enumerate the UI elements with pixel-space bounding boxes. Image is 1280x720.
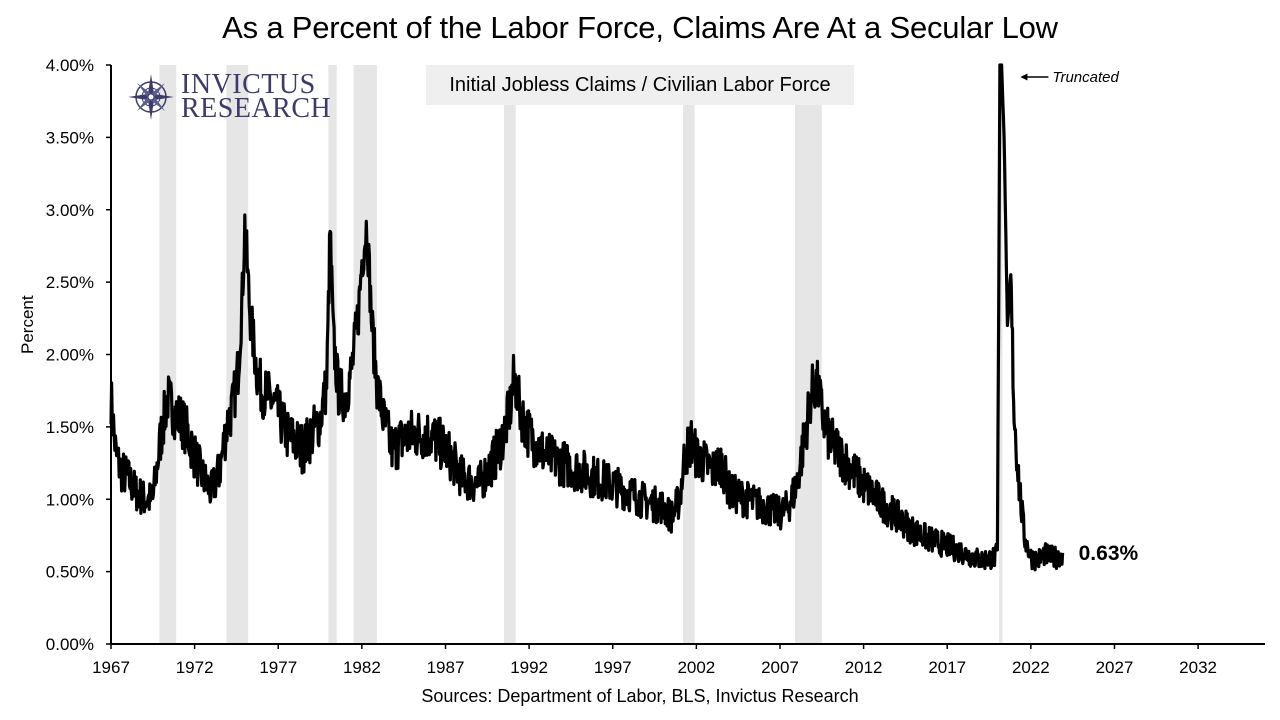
x-tick-label: 1967 bbox=[92, 658, 130, 677]
x-tick-label: 2007 bbox=[761, 658, 799, 677]
y-tick-label: 3.00% bbox=[46, 201, 94, 220]
x-tick-label: 1987 bbox=[427, 658, 465, 677]
y-tick-label: 2.00% bbox=[46, 346, 94, 365]
x-tick-label: 1992 bbox=[510, 658, 548, 677]
y-tick-label: 4.00% bbox=[46, 56, 94, 75]
annotation-arrow-head bbox=[1020, 73, 1028, 81]
x-tick-label: 1972 bbox=[176, 658, 214, 677]
y-tick-label: 1.00% bbox=[46, 490, 94, 509]
series-legend-box: Initial Jobless Claims / Civilian Labor … bbox=[426, 65, 854, 105]
x-tick-label: 2022 bbox=[1012, 658, 1050, 677]
y-tick-label: 0.50% bbox=[46, 563, 94, 582]
logo-line-1: INVICTUS bbox=[181, 69, 316, 100]
recession-band bbox=[328, 65, 337, 644]
logo-line-2: RESEARCH bbox=[181, 93, 332, 124]
logo-wordmark: INVICTUS RESEARCH bbox=[181, 69, 332, 124]
chart-title: As a Percent of the Labor Force, Claims … bbox=[222, 10, 1058, 45]
y-tick-label: 2.50% bbox=[46, 273, 94, 292]
x-tick-label: 1977 bbox=[259, 658, 297, 677]
source-note: Sources: Department of Labor, BLS, Invic… bbox=[421, 686, 859, 706]
x-tick-label: 2012 bbox=[845, 658, 883, 677]
brand-logo: INVICTUS RESEARCH bbox=[127, 70, 331, 124]
x-tick-label: 2032 bbox=[1179, 658, 1217, 677]
series-legend-label: Initial Jobless Claims / Civilian Labor … bbox=[449, 73, 831, 96]
series-line-jobless-claims bbox=[109, 63, 1065, 572]
compass-rose-icon bbox=[128, 74, 174, 120]
x-tick-label: 1997 bbox=[594, 658, 632, 677]
recession-band bbox=[682, 65, 695, 644]
recession-band bbox=[795, 65, 822, 644]
x-tick-label: 2002 bbox=[677, 658, 715, 677]
end-value-label: 0.63% bbox=[1079, 542, 1139, 565]
y-tick-label: 3.50% bbox=[46, 128, 94, 147]
x-tick-label: 2027 bbox=[1096, 658, 1134, 677]
recession-band bbox=[999, 65, 1003, 644]
recession-band bbox=[504, 65, 516, 644]
recession-band bbox=[353, 65, 377, 644]
x-tick-label: 1982 bbox=[343, 658, 381, 677]
y-tick-label: 1.50% bbox=[46, 418, 94, 437]
annotation-truncated: Truncated bbox=[1052, 69, 1119, 86]
y-tick-label: 0.00% bbox=[46, 635, 94, 654]
x-tick-label: 2017 bbox=[928, 658, 966, 677]
recession-band bbox=[159, 65, 177, 644]
y-axis-label: Percent bbox=[18, 295, 37, 354]
